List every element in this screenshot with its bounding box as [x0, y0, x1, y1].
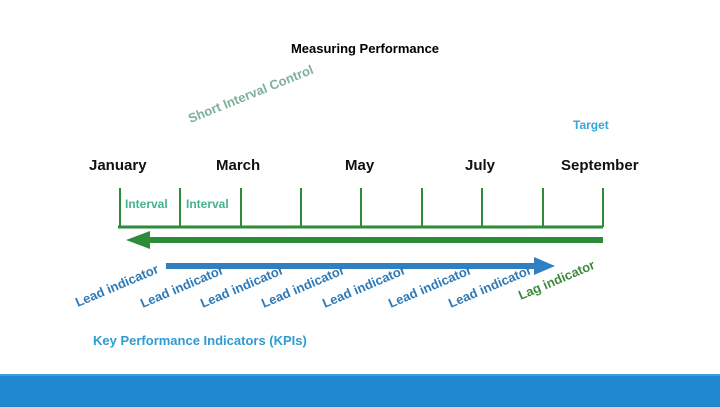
- target-label: Target: [573, 118, 609, 132]
- month-january: January: [89, 157, 147, 174]
- interval-label-1: Interval: [125, 197, 168, 211]
- lead-arrow-shaft: [166, 263, 536, 269]
- kpi-label: Key Performance Indicators (KPIs): [93, 333, 307, 348]
- lead-arrow-head: [534, 257, 555, 275]
- diagram-title: Measuring Performance: [290, 41, 440, 56]
- interval-label-2: Interval: [186, 197, 229, 211]
- lag-arrow-head: [126, 231, 150, 249]
- footer-bar: [0, 374, 720, 407]
- month-july: July: [465, 157, 496, 174]
- month-may: May: [345, 157, 375, 174]
- lag-arrow-shaft: [148, 237, 603, 243]
- month-march: March: [216, 157, 261, 174]
- month-september: September: [561, 157, 639, 174]
